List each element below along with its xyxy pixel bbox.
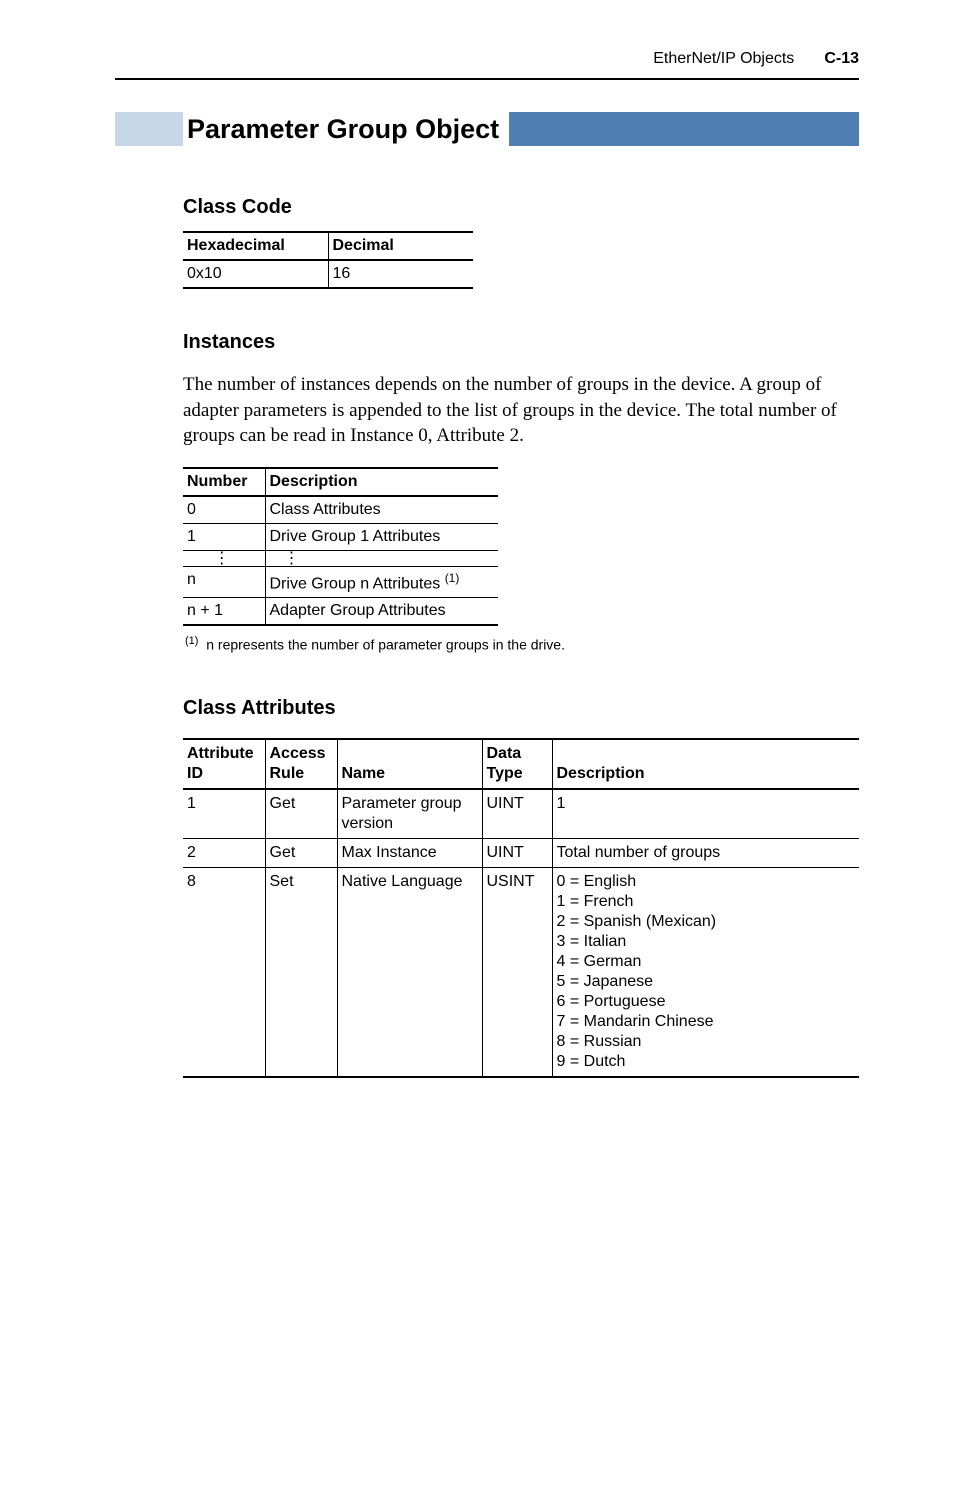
- td-number: 1: [183, 523, 265, 550]
- table-row: 1 Get Parameter group version UINT 1: [183, 789, 859, 839]
- table-row: 0x10 16: [183, 260, 473, 288]
- td-name: Max Instance: [337, 838, 482, 867]
- th-line2: Type: [487, 765, 523, 782]
- td-desc: Drive Group 1 Attributes: [265, 523, 498, 550]
- class-attributes-heading: Class Attributes: [183, 697, 859, 720]
- class-code-heading: Class Code: [183, 196, 859, 219]
- td-number: ⋮: [183, 550, 265, 566]
- th-line2: Name: [342, 765, 386, 782]
- td-name: Native Language: [337, 867, 482, 1077]
- class-code-table: Hexadecimal Decimal 0x10 16: [183, 231, 473, 289]
- td-type: UINT: [482, 838, 552, 867]
- table-row: n + 1 Adapter Group Attributes: [183, 598, 498, 626]
- instances-table: Number Description 0 Class Attributes 1 …: [183, 467, 498, 627]
- th-line1: Attribute: [187, 745, 254, 762]
- td-rule: Set: [265, 867, 337, 1077]
- th-attr-id: Attribute ID: [183, 739, 265, 789]
- td-type: UINT: [482, 789, 552, 839]
- title-bar: Parameter Group Object: [115, 112, 859, 146]
- class-attributes-table: Attribute ID Access Rule Name Data Type Des…: [183, 738, 859, 1078]
- title-stripe-light: [115, 112, 183, 146]
- header-page-number: C-13: [824, 50, 859, 68]
- th-line1: Access: [270, 745, 326, 762]
- td-desc: Class Attributes: [265, 496, 498, 524]
- td-rule: Get: [265, 789, 337, 839]
- td-hex: 0x10: [183, 260, 328, 288]
- td-number: 0: [183, 496, 265, 524]
- th-description: Description: [552, 739, 859, 789]
- table-row: 1 Drive Group 1 Attributes: [183, 523, 498, 550]
- table-row: 8 Set Native Language USINT 0 = English …: [183, 867, 859, 1077]
- td-number: n + 1: [183, 598, 265, 626]
- th-line1: Data: [487, 745, 522, 762]
- td-id: 8: [183, 867, 265, 1077]
- td-desc: Total number of groups: [552, 838, 859, 867]
- th-access-rule: Access Rule: [265, 739, 337, 789]
- th-hex: Hexadecimal: [183, 232, 328, 260]
- instances-heading: Instances: [183, 331, 859, 354]
- td-desc: 1: [552, 789, 859, 839]
- td-type: USINT: [482, 867, 552, 1077]
- td-number: n: [183, 567, 265, 598]
- instances-footnote: (1) n represents the number of parameter…: [201, 634, 859, 655]
- title-stripe-dark: [509, 112, 859, 146]
- th-description: Description: [265, 468, 498, 496]
- page-title: Parameter Group Object: [187, 112, 509, 146]
- td-desc: ⋮: [265, 550, 498, 566]
- th-number: Number: [183, 468, 265, 496]
- th-line2: Description: [557, 765, 645, 782]
- table-row: n Drive Group n Attributes (1): [183, 567, 498, 598]
- td-rule: Get: [265, 838, 337, 867]
- th-name: Name: [337, 739, 482, 789]
- td-desc-text: Drive Group n Attributes: [270, 575, 445, 592]
- instances-paragraph: The number of instances depends on the n…: [183, 372, 859, 449]
- th-dec: Decimal: [328, 232, 473, 260]
- page-header: EtherNet/IP Objects C-13: [115, 50, 859, 78]
- td-id: 1: [183, 789, 265, 839]
- th-line2: ID: [187, 765, 203, 782]
- footnote-ref: (1): [445, 571, 460, 585]
- td-desc: Adapter Group Attributes: [265, 598, 498, 626]
- td-desc: Drive Group n Attributes (1): [265, 567, 498, 598]
- footnote-marker: (1): [185, 635, 198, 647]
- td-name: Parameter group version: [337, 789, 482, 839]
- th-data-type: Data Type: [482, 739, 552, 789]
- td-id: 2: [183, 838, 265, 867]
- header-section: EtherNet/IP Objects: [653, 50, 794, 68]
- table-row: 2 Get Max Instance UINT Total number of …: [183, 838, 859, 867]
- table-row: 0 Class Attributes: [183, 496, 498, 524]
- footnote-text: n represents the number of parameter gro…: [206, 637, 565, 653]
- td-desc: 0 = English 1 = French 2 = Spanish (Mexi…: [552, 867, 859, 1077]
- td-dec: 16: [328, 260, 473, 288]
- table-row: ⋮ ⋮: [183, 550, 498, 566]
- header-rule: [115, 78, 859, 80]
- th-line2: Rule: [270, 765, 305, 782]
